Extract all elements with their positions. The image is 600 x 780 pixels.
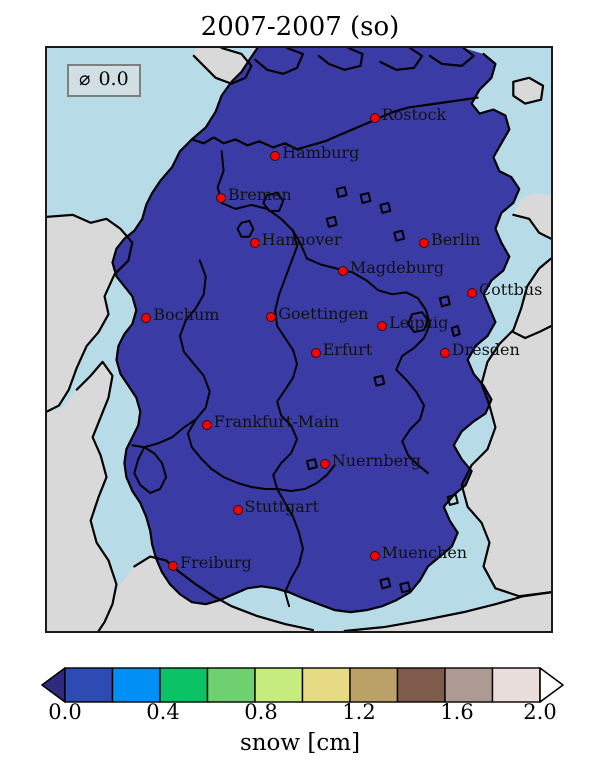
- city-label: Freiburg: [180, 552, 252, 572]
- city-label: Magdeburg: [349, 257, 445, 277]
- city-dot-icon: [369, 112, 380, 123]
- city-dot-icon: [466, 287, 477, 298]
- city-dot-icon: [266, 311, 277, 322]
- colorbar-tick-1: 0.4: [146, 700, 180, 724]
- page-title: 2007-2007 (so): [200, 12, 400, 42]
- colorbar-axis-label: snow [cm]: [239, 730, 361, 756]
- city-label: Nuernberg: [331, 451, 422, 471]
- city-dot-icon: [369, 551, 380, 562]
- city-label: Stuttgart: [244, 496, 319, 516]
- city-dot-icon: [249, 237, 260, 248]
- city-dot-icon: [168, 560, 178, 571]
- city-label: Muenchen: [381, 543, 468, 563]
- mean-value: 0.0: [98, 68, 129, 90]
- colorbar-segment-8: [444, 667, 494, 703]
- city-dot-icon: [201, 419, 212, 430]
- colorbar-segment-6: [349, 667, 399, 703]
- city-dot-icon: [377, 320, 388, 331]
- colorbar-segment-5: [301, 667, 351, 703]
- city-label: Frankfurt-Main: [213, 411, 340, 431]
- colorbar-segment-3: [206, 667, 256, 703]
- colorbar-graphic: [41, 667, 564, 703]
- city-label: Erfurt: [322, 339, 373, 359]
- city-label: Cottbus: [478, 279, 543, 299]
- colorbar-tick-2: 0.8: [244, 700, 278, 724]
- city-label: Leipzig: [389, 312, 449, 332]
- colorbar-segment-0: [64, 667, 114, 703]
- city-label: Dresden: [451, 339, 520, 359]
- city-dot-icon: [319, 459, 330, 470]
- colorbar-over-arrow: [539, 667, 564, 703]
- colorbar-tick-5: 2.0: [523, 700, 557, 724]
- city-label: Bochum: [153, 304, 220, 324]
- colorbar: [0, 660, 600, 780]
- city-dot-icon: [141, 312, 152, 323]
- colorbar-under-arrow: [41, 667, 66, 703]
- colorbar-tick-labels: 0.0 0.4 0.8 1.2 1.6 2.0: [0, 700, 600, 730]
- city-dot-icon: [310, 347, 321, 358]
- mean-annotation-box: ⌀ 0.0: [67, 64, 141, 97]
- city-dot-icon: [439, 347, 450, 358]
- city-dot-icon: [270, 150, 281, 161]
- mean-symbol: ⌀: [79, 68, 91, 90]
- city-dot-icon: [418, 238, 429, 249]
- colorbar-tick-4: 1.6: [440, 700, 474, 724]
- city-dot-icon: [337, 265, 348, 276]
- city-label: Bremen: [227, 185, 292, 205]
- coastline-layer: [47, 48, 551, 631]
- colorbar-segment-4: [254, 667, 304, 703]
- map-graphic: [47, 48, 551, 631]
- colorbar-segment-7: [396, 667, 446, 703]
- colorbar-segment-2: [159, 667, 209, 703]
- city-dot-icon: [232, 504, 243, 515]
- city-label: Rostock: [381, 104, 447, 124]
- city-label: Berlin: [430, 230, 481, 250]
- city-label: Goettingen: [278, 303, 369, 323]
- colorbar-tick-0: 0.0: [48, 700, 82, 724]
- city-dot-icon: [215, 193, 226, 204]
- city-label: Hamburg: [282, 142, 360, 162]
- colorbar-tick-3: 1.2: [342, 700, 376, 724]
- colorbar-segment-9: [491, 667, 541, 703]
- colorbar-segment-1: [111, 667, 161, 703]
- map-axes: ⌀ 0.0 Rostock Hamburg Bremen Hannover Berlin M…: [45, 46, 553, 633]
- city-label: Hannover: [261, 229, 342, 249]
